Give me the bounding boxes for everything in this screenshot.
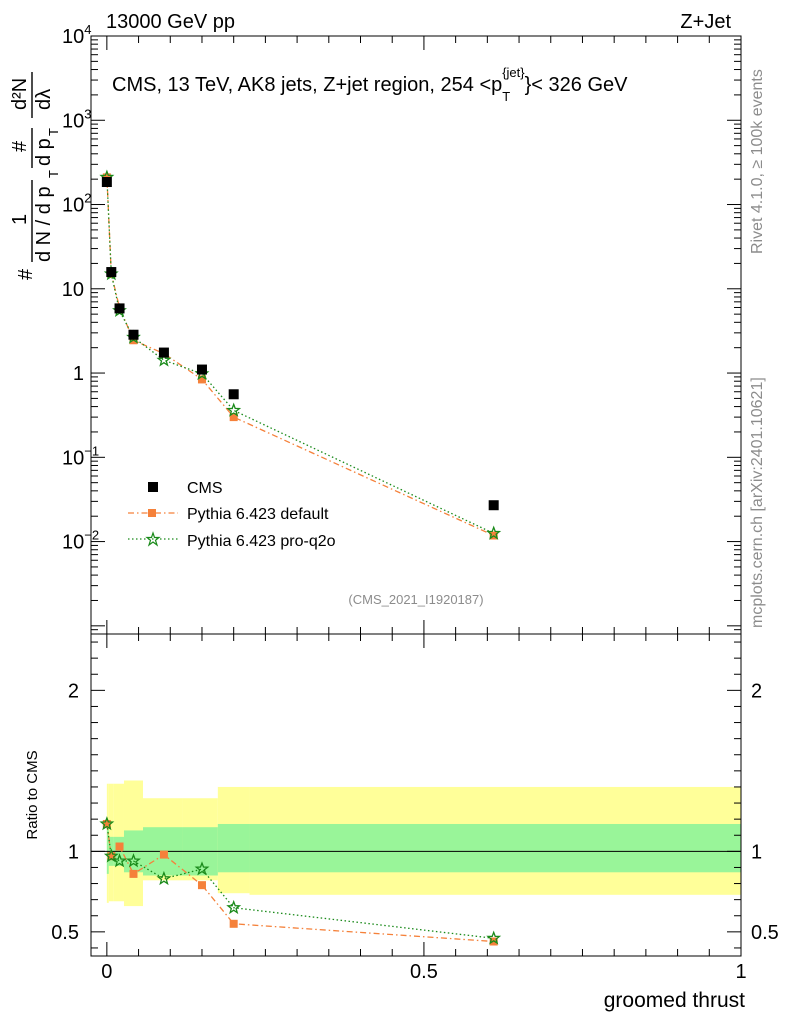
svg-text:#: #: [15, 268, 37, 280]
main-ytick-label: 102: [62, 191, 91, 217]
marker-pythia-default: [229, 413, 238, 422]
ratio-marker-pythia-default: [197, 881, 206, 890]
marker-cms: [158, 347, 169, 358]
marker-pythia-default: [197, 375, 206, 384]
ratio-marker-pythia-proq2o: [103, 848, 119, 863]
ratio-marker-pythia-default: [129, 869, 138, 878]
ratio-ytick-label-left: 1: [68, 841, 79, 863]
ratio-marker-pythia-default: [102, 819, 111, 828]
svg-text:d N / d p: d N / d p: [33, 186, 55, 262]
svg-text:dλ: dλ: [33, 89, 55, 110]
main-ytick-label: 10−2: [62, 528, 99, 554]
marker-cms: [128, 329, 139, 340]
legend-label-cms: CMS: [187, 480, 223, 497]
svg-text:1: 1: [9, 214, 31, 225]
legend-marker-pythia-proq2o: [145, 531, 161, 547]
marker-pythia-proq2o: [486, 525, 502, 540]
svg-text:d²N: d²N: [9, 78, 31, 110]
band-inner: [249, 823, 741, 873]
svg-text:T: T: [46, 128, 61, 136]
ratio-line-pythia-proq2o: [106, 823, 494, 939]
ratio-panel: 0.5 0.51 12 2 0 0.5 1 Ratio to CMS groomed th…: [24, 633, 779, 1012]
xtick-labels: 0 0.5 1: [101, 961, 746, 983]
xtick-label: 0.5: [410, 961, 438, 983]
main-ytick-label: 10: [62, 279, 84, 301]
ratio-marker-pythia-proq2o: [99, 816, 115, 831]
xtick-label: 1: [735, 961, 746, 983]
ratio-ytick-labels: 0.5 0.5 1 1 2 2: [51, 680, 779, 944]
ratio-marker-pythia-default: [159, 850, 168, 859]
ratio-ylabel: Ratio to CMS: [24, 750, 41, 839]
ratio-marker-pythia-proq2o: [486, 930, 502, 945]
ratio-marker-pythia-proq2o: [194, 861, 210, 876]
main-ylabel: # 1 d N / d p T # d p T d²N dλ: [9, 72, 61, 280]
rivet-version-label: Rivet 4.1.0, ≥ 100k events: [749, 69, 766, 254]
band-inner: [217, 823, 250, 873]
ratio-marker-pythia-proq2o: [112, 853, 127, 868]
legend-marker-cms: [148, 482, 158, 492]
ratio-marker-pythia-proq2o: [126, 853, 141, 868]
main-ytick-labels: 10−2 10−1 1 10 102 103 104: [62, 22, 99, 554]
main-series: [99, 169, 502, 540]
process-label: Z+Jet: [680, 11, 731, 33]
marker-pythia-proq2o: [226, 402, 242, 417]
marker-cms: [106, 267, 117, 278]
main-ytick-label: 1: [73, 363, 84, 385]
ratio-marker-pythia-default: [115, 842, 124, 851]
main-ytick-label: 104: [62, 22, 91, 48]
legend: CMS Pythia 6.423 default Pythia 6.423 pr…: [128, 480, 336, 550]
ratio-marker-pythia-default: [229, 919, 238, 928]
main-ytick-label: 103: [62, 106, 91, 132]
main-panel: 10−2 10−1 1 10 102 103 104 CMS, 13 TeV, AK8 je…: [9, 22, 742, 635]
ratio-marker-pythia-default: [107, 852, 116, 861]
legend-label-pythia-proq2o: Pythia 6.423 pro-q2o: [187, 533, 336, 550]
marker-cms: [114, 303, 125, 314]
marker-cms: [488, 500, 499, 511]
svg-text:#: #: [9, 140, 31, 152]
xlabel: groomed thrust: [604, 989, 745, 1012]
legend-label-pythia-default: Pythia 6.423 default: [187, 506, 329, 523]
ratio-ytick-label-right: 0.5: [751, 922, 779, 944]
analysis-id-label: (CMS_2021_I1920187): [348, 592, 483, 607]
marker-cms: [228, 389, 239, 400]
legend-marker-pythia-default: [148, 509, 156, 517]
ratio-panel-frame: [90, 633, 742, 957]
main-ytick-label: 10−1: [62, 443, 99, 469]
svg-text:T: T: [46, 170, 61, 178]
ratio-ytick-label-left: 0.5: [51, 922, 79, 944]
marker-cms: [196, 364, 207, 375]
energy-label: 13000 GeV pp: [106, 11, 235, 33]
ratio-axis-ticks: [91, 634, 742, 956]
ratio-marker-pythia-proq2o: [156, 870, 172, 886]
plot-title: CMS, 13 TeV, AK8 jets, Z+jet region, 254…: [112, 65, 628, 104]
mcplots-label: mcplots.cern.ch [arXiv:2401.10621]: [749, 377, 766, 628]
main-axis-ticks: [91, 35, 742, 635]
ratio-marker-pythia-proq2o: [226, 899, 242, 915]
ratio-series: [99, 816, 502, 946]
xtick-label: 0: [101, 961, 112, 983]
marker-pythia-proq2o: [156, 352, 172, 367]
ratio-ytick-label-right: 2: [751, 680, 762, 702]
ratio-ytick-label-left: 2: [68, 680, 79, 702]
line-pythia-default: [106, 177, 494, 537]
marker-cms: [101, 177, 112, 188]
svg-text:d p: d p: [33, 138, 55, 166]
band-inner: [106, 825, 109, 874]
ratio-ytick-label-right: 1: [751, 841, 762, 863]
